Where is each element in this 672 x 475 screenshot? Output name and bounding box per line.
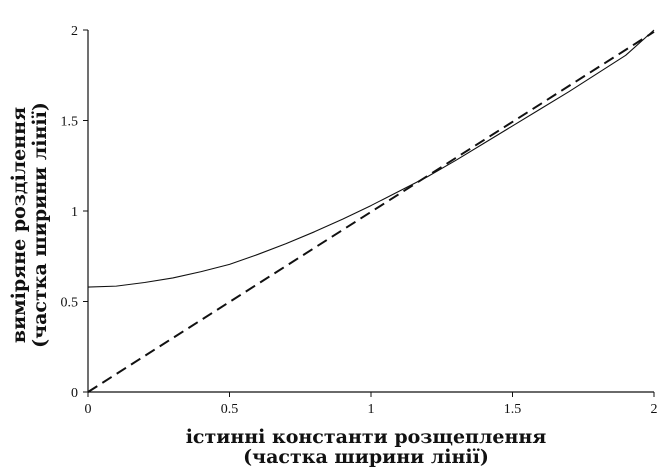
y-tick-label: 2	[71, 24, 78, 39]
y-tick-label: 1.5	[61, 115, 79, 130]
series-line-solid	[87, 29, 655, 288]
y-tick-label: 0.5	[61, 296, 79, 311]
x-tick-label: 1.5	[504, 402, 522, 417]
series-layer	[87, 29, 655, 393]
x-tick-label: 1	[368, 402, 375, 417]
x-axis-title-line-2: (частка ширини лінії)	[243, 446, 489, 468]
y-axis-title-line-1: виміряне розділення	[8, 107, 30, 343]
y-tick-label: 0	[71, 386, 78, 401]
x-tick-label: 0	[85, 402, 92, 417]
y-axis-title-line-2: (частка ширини лінії)	[29, 102, 51, 348]
series-line-dashed	[87, 30, 655, 393]
y-tick-label: 1	[71, 205, 78, 220]
x-tick-label: 0.5	[221, 402, 239, 417]
y-axis: 0 0.5 1 1.5 2	[61, 24, 89, 401]
x-tick-label: 2	[651, 402, 658, 417]
x-axis: 0 0.5 1 1.5 2	[85, 391, 658, 417]
x-axis-title-line-1: істинні константи розщеплення	[186, 426, 547, 448]
